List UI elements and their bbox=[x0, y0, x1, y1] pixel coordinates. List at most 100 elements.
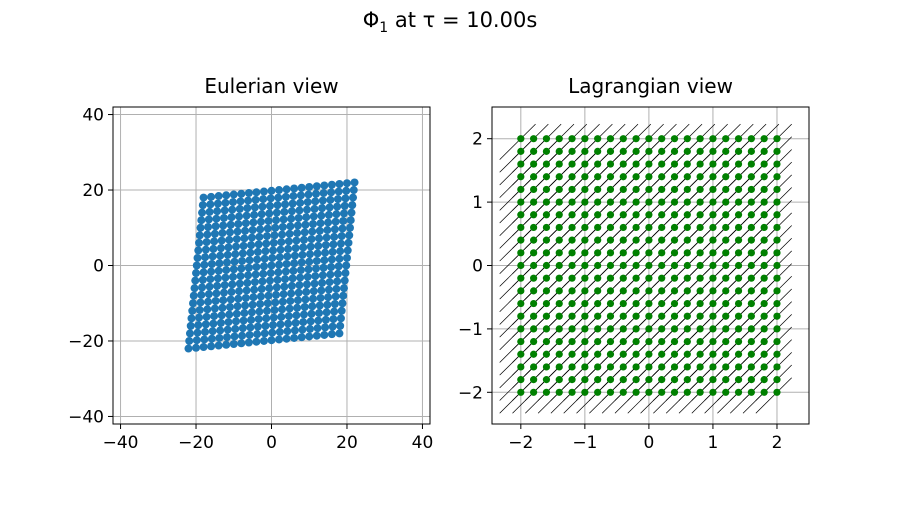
data-point bbox=[709, 160, 717, 168]
data-point bbox=[227, 213, 236, 222]
data-point bbox=[619, 287, 627, 295]
data-point bbox=[312, 264, 321, 273]
data-point bbox=[517, 376, 525, 384]
data-point bbox=[773, 211, 781, 219]
data-point bbox=[347, 208, 356, 217]
data-point bbox=[658, 147, 666, 155]
data-point bbox=[555, 388, 563, 396]
data-point bbox=[202, 238, 211, 247]
data-point bbox=[619, 337, 627, 346]
data-point bbox=[594, 287, 602, 295]
data-point bbox=[594, 363, 602, 371]
data-point bbox=[235, 212, 244, 221]
data-point bbox=[238, 324, 247, 333]
data-point bbox=[619, 198, 627, 206]
data-point bbox=[209, 319, 218, 328]
data-point bbox=[240, 309, 249, 318]
data-point bbox=[530, 350, 538, 358]
data-point bbox=[581, 173, 589, 181]
data-point bbox=[619, 173, 627, 181]
data-point bbox=[568, 388, 576, 396]
data-point bbox=[517, 198, 525, 206]
data-point bbox=[224, 243, 233, 252]
data-point bbox=[231, 324, 240, 333]
data-point bbox=[217, 311, 226, 320]
data-point bbox=[305, 257, 314, 266]
data-point bbox=[339, 284, 348, 293]
data-point bbox=[244, 338, 253, 347]
data-point bbox=[261, 321, 270, 330]
data-point bbox=[632, 261, 640, 270]
data-point bbox=[272, 216, 281, 225]
data-point bbox=[242, 286, 251, 295]
data-point bbox=[256, 292, 265, 301]
data-point bbox=[722, 350, 730, 358]
data-point bbox=[302, 205, 311, 214]
data-point bbox=[185, 329, 194, 338]
data-point bbox=[315, 226, 324, 235]
data-point bbox=[211, 222, 220, 231]
data-point bbox=[194, 321, 203, 330]
data-point bbox=[299, 310, 308, 319]
data-point bbox=[280, 282, 289, 291]
data-point bbox=[256, 217, 265, 226]
data-point bbox=[348, 201, 357, 210]
data-point bbox=[709, 376, 717, 384]
data-point bbox=[760, 261, 768, 270]
data-point bbox=[773, 223, 781, 232]
data-point bbox=[231, 250, 240, 259]
data-point bbox=[206, 275, 215, 284]
data-point bbox=[568, 350, 576, 358]
data-point bbox=[619, 376, 627, 384]
data-point bbox=[734, 312, 743, 320]
data-point bbox=[645, 261, 653, 270]
data-point bbox=[284, 244, 293, 253]
data-point bbox=[594, 198, 602, 206]
data-point bbox=[195, 231, 204, 240]
data-point bbox=[773, 147, 781, 155]
data-point bbox=[696, 211, 704, 219]
data-point bbox=[696, 274, 704, 282]
data-point bbox=[683, 236, 691, 244]
data-point bbox=[204, 290, 213, 299]
data-point bbox=[568, 160, 576, 168]
data-point bbox=[331, 217, 340, 226]
data-point bbox=[658, 376, 666, 384]
data-point bbox=[346, 216, 355, 225]
data-point bbox=[321, 323, 330, 332]
data-point bbox=[568, 376, 576, 384]
data-point bbox=[683, 185, 691, 194]
data-point bbox=[658, 173, 666, 181]
data-point bbox=[542, 376, 551, 384]
data-point bbox=[248, 300, 257, 309]
data-point bbox=[542, 261, 551, 270]
data-point bbox=[581, 299, 589, 308]
data-point bbox=[313, 324, 322, 333]
data-point bbox=[252, 337, 261, 346]
x-tick-label: −20 bbox=[178, 433, 214, 453]
data-point bbox=[645, 211, 653, 219]
data-point bbox=[658, 350, 666, 358]
data-point bbox=[213, 281, 222, 290]
data-point bbox=[568, 363, 576, 371]
data-point bbox=[200, 335, 209, 344]
data-point bbox=[257, 210, 266, 219]
data-point bbox=[199, 343, 208, 352]
data-point bbox=[773, 363, 781, 371]
data-point bbox=[325, 203, 334, 212]
data-point bbox=[246, 248, 255, 257]
data-point bbox=[311, 197, 320, 206]
data-point bbox=[696, 261, 704, 270]
data-point bbox=[696, 198, 704, 206]
data-point bbox=[683, 249, 691, 257]
data-point bbox=[324, 285, 333, 294]
data-point bbox=[542, 388, 551, 396]
data-point bbox=[670, 147, 679, 155]
data-point bbox=[223, 325, 232, 334]
data-point bbox=[517, 261, 525, 270]
data-point bbox=[264, 291, 273, 300]
data-point bbox=[722, 236, 730, 244]
data-point bbox=[542, 147, 551, 155]
data-point bbox=[658, 249, 666, 257]
data-point bbox=[272, 290, 281, 299]
